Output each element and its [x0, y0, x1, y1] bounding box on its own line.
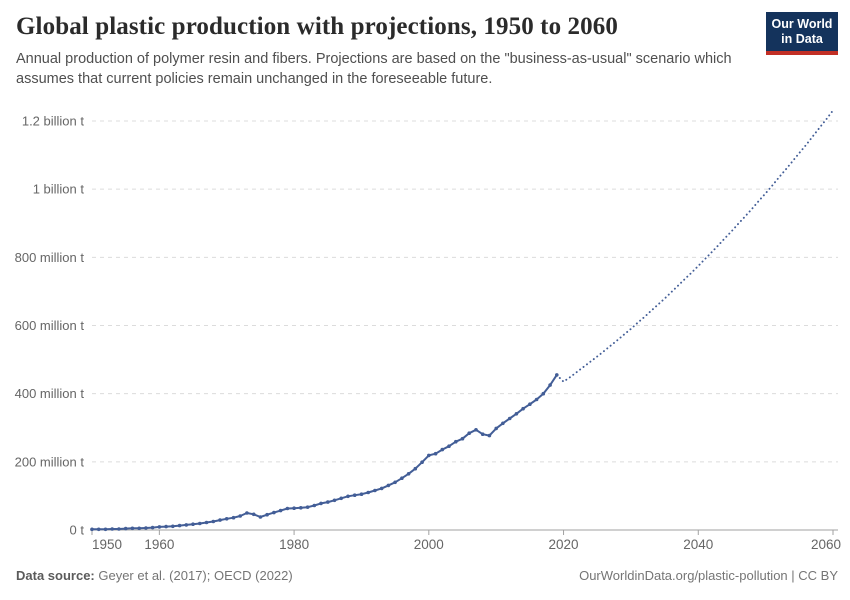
y-axis-tick-labels: 0 t 200 million t 400 million t 600 million…: [15, 114, 85, 538]
svg-text:1960: 1960: [144, 537, 174, 552]
y-gridlines: [90, 120, 838, 531]
page-title: Global plastic production with projectio…: [16, 13, 618, 40]
svg-text:600 million t: 600 million t: [15, 318, 85, 333]
svg-text:400 million t: 400 million t: [15, 386, 85, 401]
svg-text:0 t: 0 t: [70, 523, 85, 538]
svg-text:200 million t: 200 million t: [15, 454, 85, 469]
data-source-note: Data source: Geyer et al. (2017); OECD (…: [16, 568, 293, 583]
svg-text:800 million t: 800 million t: [15, 250, 85, 265]
owid-logo-line2: in Data: [781, 32, 823, 46]
attribution-link[interactable]: OurWorldinData.org/plastic-pollution | C…: [579, 568, 838, 583]
svg-text:1.2 billion t: 1.2 billion t: [22, 114, 85, 129]
svg-text:1 billion t: 1 billion t: [33, 182, 85, 197]
svg-text:2000: 2000: [414, 537, 444, 552]
data-source-value: Geyer et al. (2017); OECD (2022): [94, 568, 293, 583]
chart-header: Global plastic production with projectio…: [16, 12, 838, 89]
x-axis: [91, 530, 834, 535]
chart-footer: Data source: Geyer et al. (2017); OECD (…: [16, 568, 838, 583]
svg-text:2060: 2060: [811, 537, 841, 552]
owid-logo-line1: Our World: [771, 17, 833, 31]
svg-text:2020: 2020: [549, 537, 579, 552]
historical-line: [90, 373, 559, 532]
chart-subtitle: Annual production of polymer resin and f…: [16, 49, 834, 89]
projection-line: [555, 109, 834, 383]
x-axis-tick-labels: 1950 1960 1980 2000 2020 2040 2060: [92, 537, 841, 552]
chart-subtitle-line2: assumes that current policies remain unc…: [16, 71, 493, 87]
chart-subtitle-line1: Annual production of polymer resin and f…: [16, 51, 732, 67]
data-source-label: Data source:: [16, 568, 95, 583]
svg-text:1950: 1950: [92, 537, 122, 552]
svg-text:2040: 2040: [683, 537, 713, 552]
svg-text:1980: 1980: [279, 537, 309, 552]
owid-logo[interactable]: Our World in Data: [766, 12, 838, 55]
